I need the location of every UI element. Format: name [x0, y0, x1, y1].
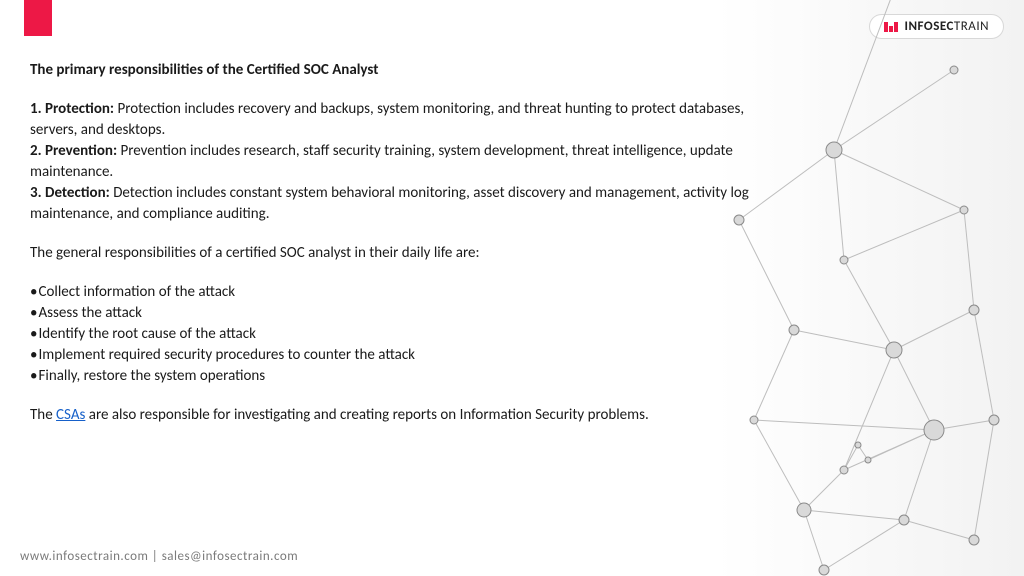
intro-line: The general responsibilities of a certif… — [30, 243, 790, 264]
brand-logo: INFOSECTRAIN — [869, 14, 1004, 39]
bullet-item: Implement required security procedures t… — [30, 345, 790, 366]
brand-name-bold: INFOSEC — [905, 19, 954, 34]
closing-line: The CSAs are also responsible for invest… — [30, 405, 790, 426]
bullet-item: Finally, restore the system operations — [30, 366, 790, 387]
numbered-item: 3. Detection: Detection includes constan… — [30, 183, 790, 225]
numbered-list: 1. Protection: Protection includes recov… — [30, 99, 790, 225]
bullet-item: Identify the root cause of the attack — [30, 324, 790, 345]
slide-title: The primary responsibilities of the Cert… — [30, 60, 790, 81]
footer-text: www.infosectrain.com | sales@infosectrai… — [20, 549, 298, 564]
brand-name-thin: TRAIN — [954, 19, 989, 34]
bullet-item: Collect information of the attack — [30, 282, 790, 303]
numbered-item: 1. Protection: Protection includes recov… — [30, 99, 790, 141]
bullet-item: Assess the attack — [30, 303, 790, 324]
slide-content: The primary responsibilities of the Cert… — [30, 60, 790, 426]
accent-bar — [24, 0, 52, 36]
csas-link[interactable]: CSAs — [56, 406, 85, 424]
logo-mark-icon — [884, 22, 898, 32]
bullet-list: Collect information of the attackAssess … — [30, 282, 790, 387]
numbered-item: 2. Prevention: Prevention includes resea… — [30, 141, 790, 183]
